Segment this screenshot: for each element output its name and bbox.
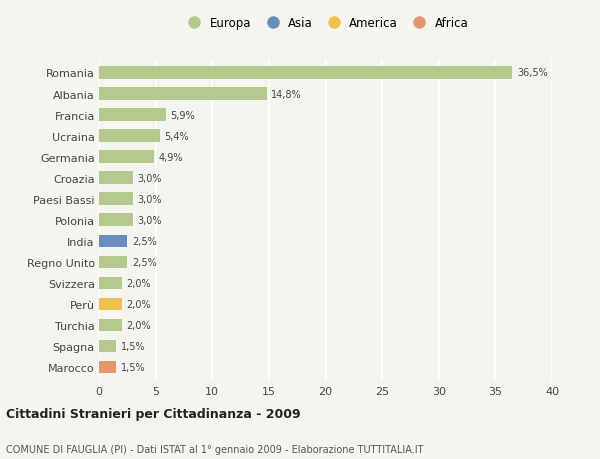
Bar	[99, 172, 133, 185]
Text: 5,4%: 5,4%	[164, 131, 190, 141]
Text: COMUNE DI FAUGLIA (PI) - Dati ISTAT al 1° gennaio 2009 - Elaborazione TUTTITALIA: COMUNE DI FAUGLIA (PI) - Dati ISTAT al 1…	[6, 444, 424, 454]
Bar	[99, 235, 127, 247]
Text: 3,0%: 3,0%	[137, 194, 162, 204]
Bar	[99, 361, 116, 374]
Bar	[99, 256, 127, 269]
Bar	[99, 88, 266, 101]
Text: 1,5%: 1,5%	[121, 362, 145, 372]
Bar	[99, 340, 116, 353]
Bar	[99, 319, 122, 331]
Bar	[99, 214, 133, 227]
Bar	[99, 67, 512, 79]
Text: 14,8%: 14,8%	[271, 90, 302, 99]
Text: 2,5%: 2,5%	[132, 257, 157, 267]
Text: 2,0%: 2,0%	[126, 299, 151, 309]
Text: Cittadini Stranieri per Cittadinanza - 2009: Cittadini Stranieri per Cittadinanza - 2…	[6, 407, 301, 420]
Bar	[99, 298, 122, 311]
Text: 3,0%: 3,0%	[137, 174, 162, 183]
Bar	[99, 130, 160, 143]
Text: 1,5%: 1,5%	[121, 341, 145, 351]
Text: 2,5%: 2,5%	[132, 236, 157, 246]
Text: 2,0%: 2,0%	[126, 320, 151, 330]
Bar	[99, 277, 122, 290]
Text: 5,9%: 5,9%	[170, 110, 195, 120]
Bar	[99, 151, 154, 163]
Text: 4,9%: 4,9%	[159, 152, 184, 162]
Legend: Europa, Asia, America, Africa: Europa, Asia, America, Africa	[182, 17, 469, 30]
Bar	[99, 193, 133, 206]
Text: 36,5%: 36,5%	[517, 68, 548, 78]
Bar	[99, 109, 166, 122]
Text: 3,0%: 3,0%	[137, 215, 162, 225]
Text: 2,0%: 2,0%	[126, 278, 151, 288]
